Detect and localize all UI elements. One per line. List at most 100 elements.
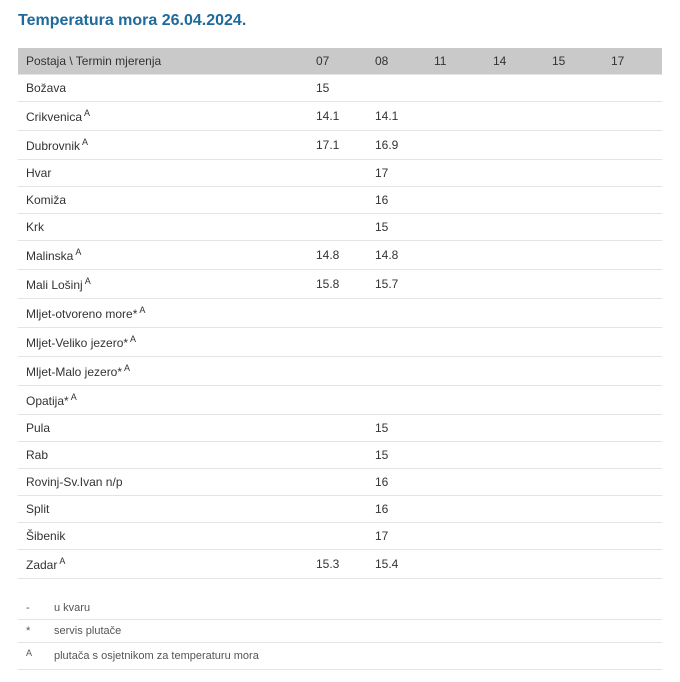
value-cell xyxy=(426,496,485,523)
value-cell xyxy=(426,442,485,469)
sea-temperature-table: Postaja \ Termin mjerenja 07 08 11 14 15… xyxy=(18,48,662,579)
table-row: Opatija*A xyxy=(18,386,662,415)
value-cell xyxy=(485,299,544,328)
value-cell xyxy=(603,442,662,469)
value-cell xyxy=(426,75,485,102)
value-cell xyxy=(367,328,426,357)
legend-text: u kvaru xyxy=(54,602,90,614)
col-header-time: 11 xyxy=(426,48,485,75)
table-row: Hvar 17 xyxy=(18,160,662,187)
value-cell: 15 xyxy=(308,75,367,102)
value-cell xyxy=(485,523,544,550)
value-cell xyxy=(544,160,603,187)
value-cell xyxy=(603,523,662,550)
table-row: Pula15 xyxy=(18,415,662,442)
station-cell: Hvar xyxy=(18,160,308,187)
value-cell xyxy=(308,299,367,328)
value-cell xyxy=(485,415,544,442)
value-cell xyxy=(308,496,367,523)
value-cell xyxy=(603,187,662,214)
value-cell xyxy=(308,214,367,241)
table-row: Mljet-Veliko jezero*A xyxy=(18,328,662,357)
value-cell xyxy=(367,386,426,415)
table-row: CrikvenicaA14.114.1 xyxy=(18,102,662,131)
col-header-time: 08 xyxy=(367,48,426,75)
value-cell: 15.8 xyxy=(308,270,367,299)
value-cell: 16 xyxy=(367,496,426,523)
value-cell: 14.1 xyxy=(308,102,367,131)
table-row: DubrovnikA17.116.9 xyxy=(18,131,662,160)
value-cell: 17 xyxy=(367,160,426,187)
station-cell: Rab xyxy=(18,442,308,469)
value-cell xyxy=(603,160,662,187)
value-cell xyxy=(544,187,603,214)
value-cell xyxy=(426,357,485,386)
value-cell xyxy=(308,328,367,357)
value-cell xyxy=(544,386,603,415)
value-cell: 15 xyxy=(367,214,426,241)
value-cell xyxy=(603,415,662,442)
value-cell xyxy=(603,328,662,357)
col-header-time: 17 xyxy=(603,48,662,75)
value-cell xyxy=(308,357,367,386)
value-cell xyxy=(544,214,603,241)
table-row: Komiža16 xyxy=(18,187,662,214)
value-cell xyxy=(308,469,367,496)
table-row: Mljet-Malo jezero*A xyxy=(18,357,662,386)
value-cell xyxy=(367,357,426,386)
value-cell xyxy=(544,469,603,496)
legend-symbol: A xyxy=(26,648,54,664)
value-cell xyxy=(485,442,544,469)
value-cell: 15.7 xyxy=(367,270,426,299)
value-cell xyxy=(485,386,544,415)
station-annotation: A xyxy=(124,363,130,373)
legend-text: plutača s osjetnikom za temperaturu mora xyxy=(54,650,259,662)
station-cell: CrikvenicaA xyxy=(18,102,308,131)
value-cell xyxy=(485,496,544,523)
value-cell: 17.1 xyxy=(308,131,367,160)
value-cell xyxy=(603,469,662,496)
legend-row: -u kvaru xyxy=(18,597,662,620)
table-row: MalinskaA14.814.8 xyxy=(18,241,662,270)
col-header-time: 14 xyxy=(485,48,544,75)
value-cell xyxy=(367,299,426,328)
legend: -u kvaru*servis plutačeAplutača s osjetn… xyxy=(18,597,662,670)
value-cell xyxy=(544,357,603,386)
value-cell xyxy=(485,270,544,299)
value-cell xyxy=(544,102,603,131)
value-cell xyxy=(544,241,603,270)
value-cell xyxy=(308,160,367,187)
legend-symbol: - xyxy=(26,602,54,614)
station-cell: Božava xyxy=(18,75,308,102)
value-cell xyxy=(544,442,603,469)
value-cell xyxy=(544,75,603,102)
value-cell xyxy=(426,187,485,214)
station-cell: Mljet-Veliko jezero*A xyxy=(18,328,308,357)
table-row: Krk 15 xyxy=(18,214,662,241)
value-cell xyxy=(603,496,662,523)
station-annotation: A xyxy=(130,334,136,344)
table-row: Rab 15 xyxy=(18,442,662,469)
value-cell: 14.8 xyxy=(367,241,426,270)
value-cell: 16 xyxy=(367,469,426,496)
value-cell xyxy=(426,160,485,187)
value-cell xyxy=(308,187,367,214)
value-cell: 17 xyxy=(367,523,426,550)
col-header-time: 15 xyxy=(544,48,603,75)
station-annotation: A xyxy=(82,137,88,147)
value-cell xyxy=(485,75,544,102)
station-cell: Krk xyxy=(18,214,308,241)
station-cell: Rovinj-Sv.Ivan n/p xyxy=(18,469,308,496)
value-cell xyxy=(426,386,485,415)
page-title: Temperatura mora 26.04.2024. xyxy=(18,12,662,30)
value-cell xyxy=(426,131,485,160)
station-annotation: A xyxy=(75,247,81,257)
table-row: Mljet-otvoreno more*A xyxy=(18,299,662,328)
value-cell xyxy=(485,131,544,160)
value-cell xyxy=(603,241,662,270)
value-cell: 15 xyxy=(367,442,426,469)
table-row: ZadarA15.315.4 xyxy=(18,550,662,579)
value-cell xyxy=(485,357,544,386)
value-cell: 16.9 xyxy=(367,131,426,160)
value-cell xyxy=(544,299,603,328)
